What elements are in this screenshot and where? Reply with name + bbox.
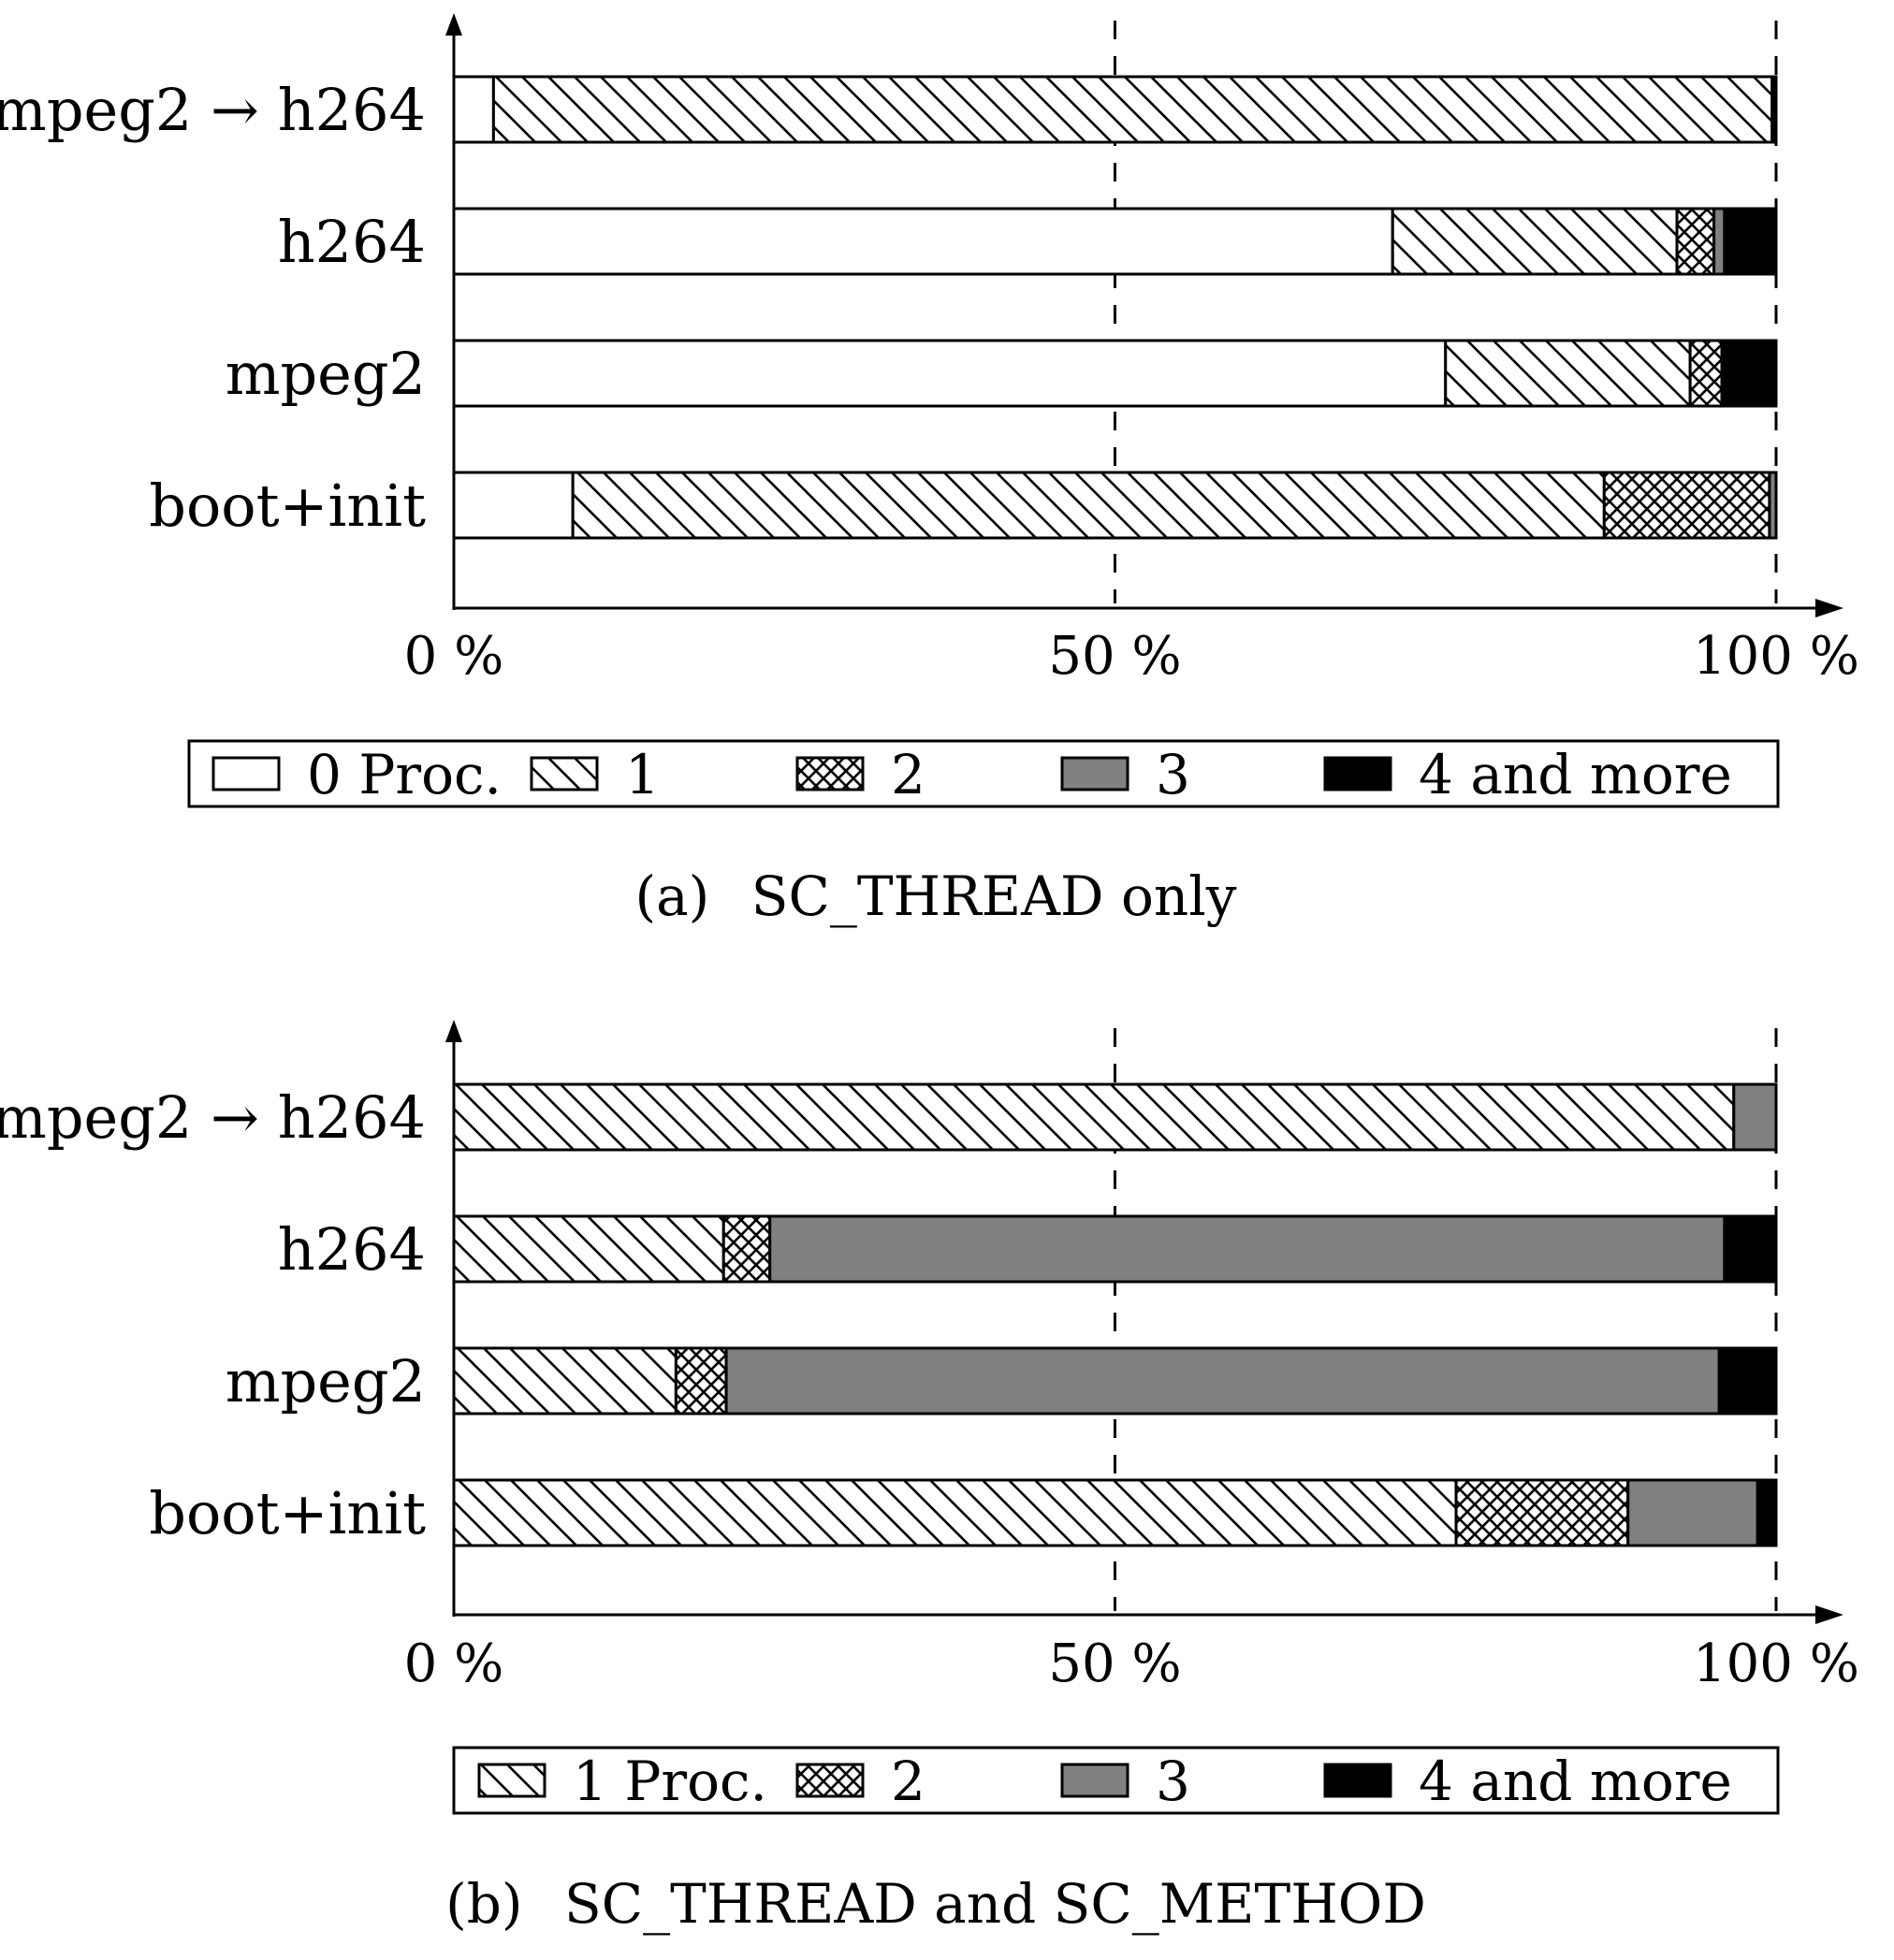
- bar-segment: [452, 471, 575, 540]
- bar-segment: [1454, 1478, 1630, 1547]
- bar-segment: [452, 339, 1448, 408]
- x-tick-label: 100 %: [1693, 626, 1859, 687]
- bar-segment: [1712, 207, 1726, 276]
- caption-b: (b) SC_THREAD and SC_METHOD: [445, 1872, 1426, 1936]
- legend-swatch: [1323, 756, 1392, 791]
- bar-segment: [1756, 1478, 1778, 1547]
- legend-label: 4 and more: [1419, 743, 1732, 806]
- legend-swatch: [477, 1763, 546, 1798]
- chart-title: SC_THREAD only: [751, 864, 1237, 928]
- legend-frame: [187, 739, 1780, 808]
- category-label: h264: [278, 208, 426, 276]
- bar-segment: [452, 1346, 677, 1416]
- x-tick-label: 50 %: [1048, 1633, 1181, 1694]
- x-axis-arrow-icon: [1815, 1605, 1843, 1624]
- caption-tag: (b): [445, 1872, 522, 1936]
- category-label: mpeg2 → h264: [0, 76, 426, 144]
- bar-segment: [571, 471, 1606, 540]
- x-tick-label: 0 %: [404, 1633, 504, 1694]
- legend-swatch: [530, 756, 599, 791]
- bar-segment: [768, 1214, 1726, 1284]
- legend-swatch: [1060, 1763, 1129, 1798]
- category-label: boot+init: [149, 472, 426, 540]
- bar-segment: [721, 1214, 772, 1284]
- legend-swatch: [1060, 756, 1129, 791]
- bar-segment: [1723, 1214, 1778, 1284]
- axes-b: [445, 1020, 1843, 1624]
- bar-segment: [1675, 207, 1716, 276]
- caption-tag: (a): [634, 864, 709, 928]
- bar-segment: [1688, 339, 1724, 408]
- bar-segment: [491, 75, 1774, 144]
- x-axis-arrow-icon: [1815, 599, 1843, 617]
- bar-segment: [1391, 207, 1679, 276]
- bar-segment: [452, 1082, 1736, 1152]
- bar-segment: [452, 1214, 725, 1284]
- legend-label: 4 and more: [1419, 1749, 1732, 1813]
- legend-a: 0 Proc. 1 2 3 4 and more: [187, 739, 1780, 808]
- caption-a: (a) SC_THREAD only: [634, 864, 1236, 928]
- legend-label: 0 Proc.: [307, 743, 502, 806]
- legend-label: 2: [891, 743, 925, 806]
- bar-segment: [1732, 1082, 1778, 1152]
- bar-segment: [1602, 471, 1771, 540]
- x-tick-label: 50 %: [1048, 626, 1181, 687]
- category-label: boot+init: [149, 1479, 426, 1547]
- legend-swatch: [795, 756, 865, 791]
- legend-frame: [452, 1746, 1780, 1815]
- x-tick-label: 0 %: [404, 626, 504, 687]
- legend-label: 1: [625, 743, 660, 806]
- legend-swatch: [795, 1763, 865, 1798]
- axes-a: [445, 13, 1843, 617]
- bar-segment: [1720, 339, 1778, 408]
- bar-segment: [724, 1346, 1721, 1416]
- legend-b: 1 Proc. 2 3 4 and more: [452, 1746, 1780, 1815]
- bar-segment: [1626, 1478, 1759, 1547]
- bar-segment: [452, 1478, 1458, 1547]
- chart-title: SC_THREAD and SC_METHOD: [564, 1872, 1426, 1936]
- bar-segment: [1770, 75, 1778, 144]
- category-label: h264: [278, 1215, 426, 1284]
- bar-segment: [1444, 339, 1692, 408]
- bar-segment: [1717, 1346, 1778, 1416]
- bar-segment: [674, 1346, 728, 1416]
- legend-swatch: [211, 756, 281, 791]
- bar-segment: [452, 75, 495, 144]
- bar-segment: [452, 207, 1394, 276]
- y-axis-arrow-icon: [445, 13, 462, 36]
- category-label: mpeg2: [226, 340, 426, 408]
- legend-label: 3: [1156, 743, 1190, 806]
- legend-label: 2: [891, 1749, 925, 1813]
- category-label: mpeg2: [226, 1347, 426, 1416]
- category-label: mpeg2 → h264: [0, 1083, 426, 1152]
- panel-b: mpeg2 → h264 h264 mpeg2 boot+init 0 % 50 % 10…: [0, 1020, 1859, 1936]
- bar-segment: [1768, 471, 1778, 540]
- y-axis-arrow-icon: [445, 1020, 462, 1042]
- legend-label: 1 Proc.: [573, 1749, 767, 1813]
- x-tick-label: 100 %: [1693, 1633, 1859, 1694]
- legend-label: 3: [1156, 1749, 1190, 1813]
- bar-segment: [1723, 207, 1778, 276]
- legend-swatch: [1323, 1763, 1392, 1798]
